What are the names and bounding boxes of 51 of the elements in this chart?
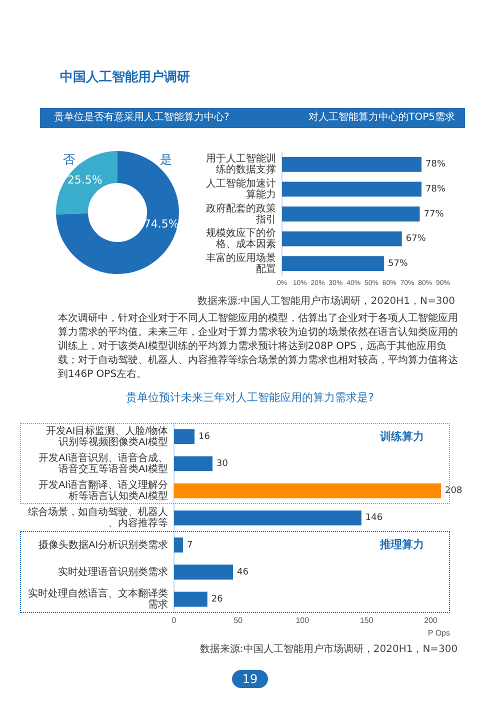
y-tick-label: 政府配套的政策指引 [206, 202, 276, 226]
data-label: 208 [445, 486, 462, 496]
y-tick-label: 规模效应下的价格、成本因素 [206, 227, 276, 250]
text: 本次调研中，针对企业对于不同人工智能应用的模型，估算出了企业对于各项人工智能应用算力需求的平均值。未来三年，企业对于算力需求较为迫切的场景依然在语言认知类应用的训练上，对于该类AI模型训练的平均算力需求预计将达到208P OPS，远高于其他应用负载；对于自动驾驶、机器人、内容推荐等综合场景的算力需求也相对较高，平均算力值将达到146P OPS左右。 [58, 312, 458, 382]
chart-title: 对人工智能算力中心的TOP5需求 [255, 108, 465, 128]
slice-label: 是 [160, 152, 172, 166]
bar [174, 456, 213, 472]
text: 中国人工智能用户调研 [60, 68, 191, 86]
y-tick-label: 摄像头数据AI分析识别类需求 [38, 538, 168, 551]
data-label: 57% [388, 258, 408, 269]
bar [174, 429, 195, 444]
x-tick-label: 100 [296, 616, 310, 625]
y-tick-label: 丰富的应用场景配置 [206, 252, 276, 275]
y-tick-label: 用于人工智能训练的数据支撑 [206, 152, 276, 176]
source-note: 数据来源:中国人工智能用户市场调研，2020H1，N=300 [196, 294, 455, 308]
bar [174, 483, 442, 498]
data-label: 16 [198, 432, 210, 442]
bar [174, 592, 208, 607]
bar [174, 538, 183, 552]
data-label: 78% [426, 184, 446, 195]
x-tick-label: 150 [360, 616, 374, 625]
bar [174, 510, 362, 526]
data-label: 25.5% [67, 174, 102, 187]
y-tick-label: 实时处理语音识别类需求 [58, 566, 168, 578]
text: 19 [232, 670, 268, 688]
annotation: 推理算力 [380, 537, 424, 552]
y-tick-label: 人工智能加速计算能力 [206, 177, 276, 200]
x-axis-title: P Ops [428, 628, 450, 638]
x-tick-label: 200 [424, 616, 438, 625]
slice-label: 否 [62, 152, 75, 166]
data-label: 30 [216, 459, 228, 470]
data-label: 77% [424, 209, 444, 220]
data-label: 146 [365, 513, 383, 524]
y-tick-label: 综合场景，如自动驾驶、机器人、内容推荐等 [28, 506, 168, 530]
chart-title: 贵单位预计未来三年对人工智能应用的算力需求是? [125, 390, 375, 405]
y-tick-label: 实时处理自然语言、文本翻译类需求 [28, 587, 168, 610]
data-label: 46 [237, 567, 249, 578]
bar [174, 564, 234, 580]
data-label: 7 [186, 540, 193, 550]
data-label: 74.5% [144, 217, 179, 230]
y-tick-label: 开发AI语言翻译、语义理解分析等语言认知类AI模型 [38, 479, 168, 502]
chart-title: 贵单位是否有意采用人工智能算力中心? [40, 108, 255, 128]
annotation: 训练算力 [380, 429, 424, 444]
data-label: 67% [406, 234, 426, 244]
x-tick-label: 50 [234, 616, 244, 625]
data-label: 78% [426, 160, 446, 170]
y-tick-label: 开发AI语音识别、语音合成、语音交互等语音类AI模型 [38, 452, 168, 475]
data-label: 26 [211, 594, 224, 605]
x-tick-label: 0 [172, 616, 177, 625]
source-note: 数据来源:中国人工智能用户市场调研，2020H1，N=300 [200, 642, 458, 656]
y-tick-label: 开发AI目标监测、人脸/物体识别等视频图像类AI模型 [46, 424, 168, 448]
